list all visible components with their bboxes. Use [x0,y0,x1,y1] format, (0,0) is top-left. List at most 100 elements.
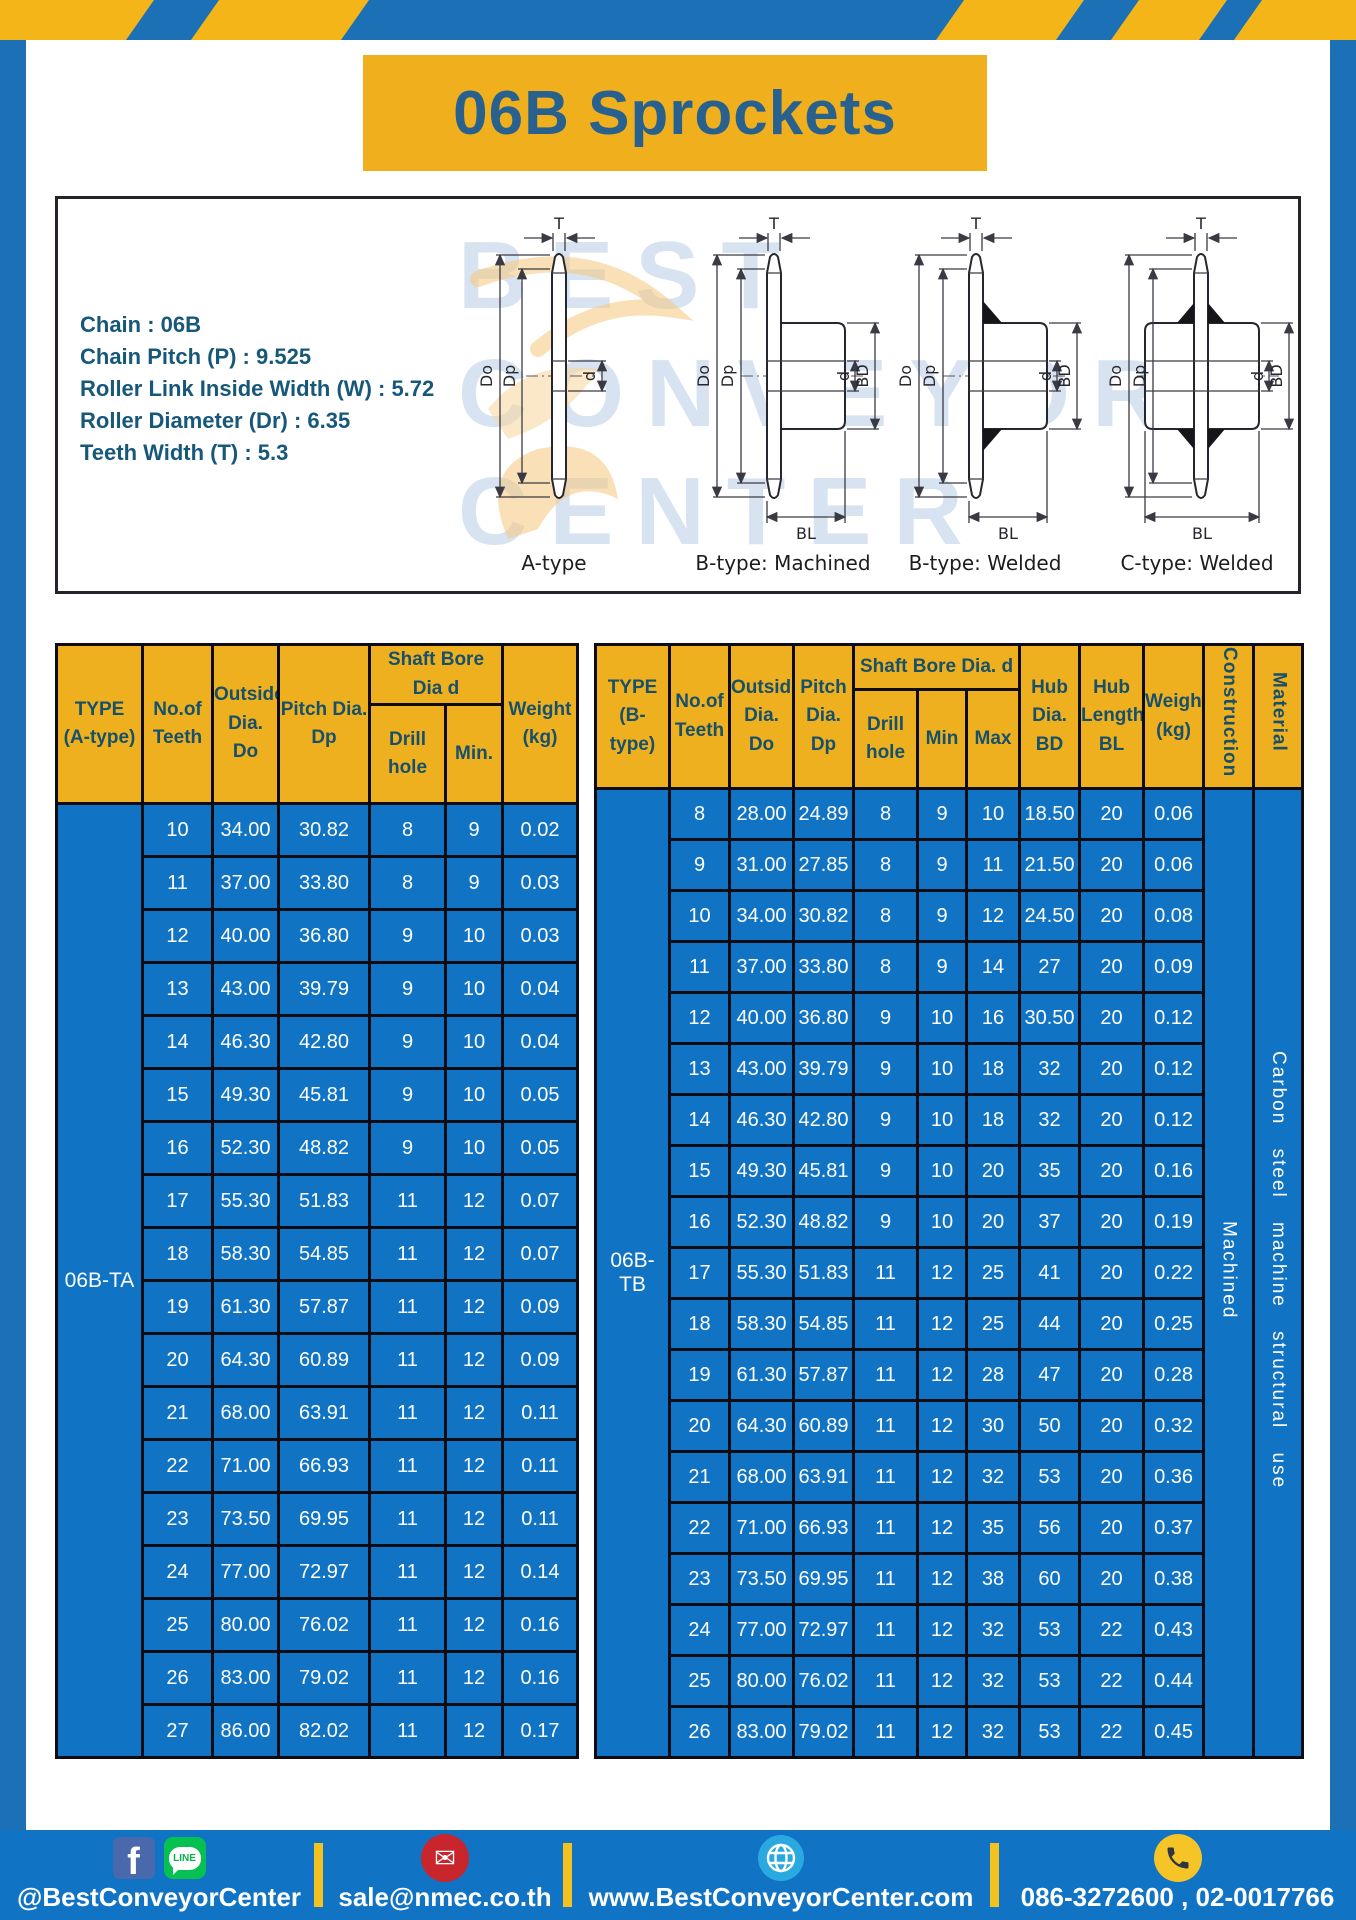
diagram-panel: BEST CONVEYOR CENTER Chain : 06B Chain P… [55,196,1301,594]
table-cell: 71.00 [211,1438,280,1494]
table-row: 25 80.00 76.02 11 12 32 53 22 0.44 [596,1654,1303,1708]
table-cell: 12 [916,1246,968,1300]
table-cell: 0.07 [501,1226,579,1282]
table-row: 18 58.30 54.85 11 12 0.07 [57,1226,579,1282]
website-url: www.BestConveyorCenter.com [588,1882,974,1912]
table-cell: 0.38 [1142,1552,1206,1606]
table-cell: 12 [444,1385,504,1441]
table-cell: 20 [1078,838,1146,892]
hazard-stripe [187,0,373,40]
type-cell: 06B-TB [594,787,671,1759]
email-icon: ✉ [421,1834,469,1882]
table-cell: 32 [964,1450,1022,1504]
table-row: 22 71.00 66.93 11 12 0.11 [57,1438,579,1494]
table-cell: 20 [1078,940,1146,994]
sprocket-diagram-b-type-machined: T Do Dp d BD BL [694,214,881,541]
table-cell: 12 [444,1491,504,1547]
sprocket-diagram-b-type-welded: T Do Dp d BD BL [896,214,1083,541]
table-cell: 15 [668,1144,731,1198]
table-cell: 52.30 [211,1120,280,1176]
table-cell: 69.95 [277,1491,371,1547]
column-header: Pitch Dia. Dp [792,643,855,790]
sprocket-diagram-c-type-welded: T Do Dp d BD BL [1106,214,1295,541]
dim-label-t: T [768,214,779,233]
table-cell: 10 [444,908,504,964]
footer-section-email: ✉ sale@nmec.co.th [323,1830,567,1920]
table-cell: 19 [141,1279,214,1335]
table-row: 26 83.00 79.02 11 12 32 53 22 0.45 [596,1705,1303,1759]
table-cell: 0.03 [501,908,579,964]
table-cell: 79.02 [792,1705,855,1759]
table-cell: 11 [368,1385,447,1441]
table-cell: 14 [668,1093,731,1147]
table-cell: 11 [852,1348,919,1402]
table-cell: 9 [916,889,968,943]
table-cell: 12 [444,1332,504,1388]
table-cell: 46.30 [211,1014,280,1070]
table-row: 14 46.30 42.80 9 10 18 32 20 0.12 [596,1093,1303,1147]
table-cell: 10 [444,1014,504,1070]
table-cell: 0.16 [1142,1144,1206,1198]
table-cell: 10 [444,1120,504,1176]
column-header: Drill hole [852,688,919,790]
table-cell: 44 [1018,1297,1082,1351]
table-row: 16 52.30 48.82 9 10 0.05 [57,1120,579,1176]
table-cell: 11 [852,1552,919,1606]
table-cell: 0.19 [1142,1195,1206,1249]
table-cell: 0.11 [501,1385,579,1441]
table-cell: 11 [852,1399,919,1453]
table-cell: 8 [852,940,919,994]
table-cell: 11 [852,1603,919,1657]
table-cell: 55.30 [728,1246,795,1300]
column-header: Shaft Bore Dia. d [851,643,1022,691]
table-cell: 51.83 [792,1246,855,1300]
table-cell: 58.30 [211,1226,280,1282]
table-cell: 9 [916,787,968,841]
table-cell: 18 [141,1226,214,1282]
column-header: Max [964,688,1022,790]
table-row: 06B-TA 10 34.00 30.82 8 9 0.02 [55,802,579,1759]
table-cell: 0.11 [501,1438,579,1494]
table-cell: 0.22 [1142,1246,1206,1300]
table-cell: 11 [368,1597,447,1653]
table-cell: 10 [916,1042,968,1096]
table-cell: 0.02 [501,802,579,858]
phone-numbers: 086-3272600 , 02-0017766 [1020,1882,1335,1912]
table-cell: 24.89 [792,787,855,841]
table-cell: 48.82 [792,1195,855,1249]
table-cell: 0.04 [501,961,579,1017]
table-cell: 0.08 [1142,889,1206,943]
table-cell: 23 [668,1552,731,1606]
table-cell: 19 [668,1348,731,1402]
table-cell: 36.80 [277,908,371,964]
table-cell: 12 [916,1297,968,1351]
table-cell: 0.05 [501,1120,579,1176]
table-row: 12 40.00 36.80 9 10 0.03 [57,908,579,964]
table-cell: 0.12 [1142,1042,1206,1096]
footer-divider [563,1843,572,1907]
table-cell: 53 [1018,1603,1082,1657]
table-cell: 60.89 [792,1399,855,1453]
table-cell: 33.80 [277,855,371,911]
table-cell: 0.04 [501,1014,579,1070]
table-cell: 33.80 [792,940,855,994]
table-cell: 20 [141,1332,214,1388]
spec-line: Roller Diameter (Dr) : 6.35 [80,408,351,433]
hazard-stripe [932,0,1088,40]
table-cell: 64.30 [211,1332,280,1388]
table-cell: 8 [852,889,919,943]
table-row: 24 77.00 72.97 11 12 0.14 [57,1544,579,1600]
table-cell: 12 [964,889,1022,943]
facebook-icon: f [112,1837,155,1879]
table-cell: 46.30 [728,1093,795,1147]
table-cell: 63.91 [792,1450,855,1504]
table-cell: 86.00 [211,1703,280,1759]
table-cell: 12 [444,1544,504,1600]
table-cell: 13 [668,1042,731,1096]
table-row: 13 43.00 39.79 9 10 18 32 20 0.12 [596,1042,1303,1096]
table-row: 23 73.50 69.95 11 12 0.11 [57,1491,579,1547]
table-cell: 17 [141,1173,214,1229]
table-cell: 56 [1018,1501,1082,1555]
hazard-stripe [1230,0,1356,40]
